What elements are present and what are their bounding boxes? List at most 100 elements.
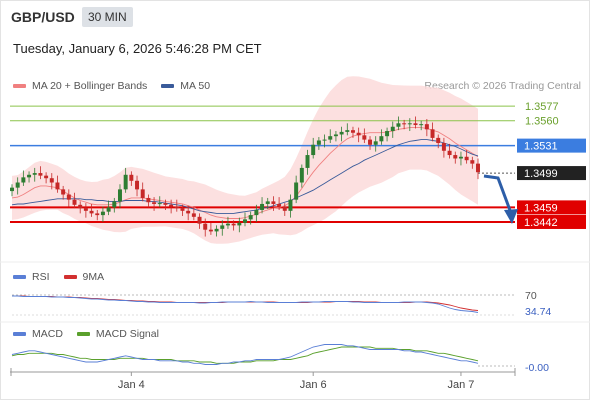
candle-body	[424, 124, 429, 130]
candle-body	[197, 216, 202, 224]
candle-body	[248, 215, 253, 220]
level-label-1.3531: 1.3531	[524, 141, 558, 153]
candle-body	[157, 203, 162, 205]
rsi-ma-swatch	[63, 275, 77, 279]
candle-body	[362, 135, 367, 140]
candle-body	[146, 197, 151, 203]
candle-body	[305, 155, 310, 168]
rsi-last-label: 34.74	[525, 306, 551, 318]
price-legend: MA 20 + Bollinger Bands MA 50	[13, 80, 210, 92]
candle-body	[203, 223, 208, 230]
rsi-ma-legend-label: 9MA	[82, 271, 105, 283]
candle-body	[135, 180, 140, 190]
level-label-1.3560: 1.3560	[525, 116, 559, 128]
forecast-arrowhead	[504, 209, 518, 224]
candle-body	[328, 136, 333, 140]
macd-swatch	[13, 332, 26, 336]
candle-body	[237, 222, 242, 226]
candle-body	[15, 182, 20, 188]
candle-body	[72, 199, 77, 205]
candle-body	[191, 213, 196, 217]
bollinger-band	[12, 76, 478, 244]
candle-body	[368, 139, 373, 145]
macd-signal-swatch	[76, 332, 90, 336]
candle-body	[123, 174, 128, 190]
candle-body	[311, 144, 316, 156]
macd-line	[11, 344, 479, 365]
candle-body	[390, 126, 395, 132]
candle-body	[27, 174, 32, 178]
candle-body	[356, 132, 361, 136]
candle-body	[271, 201, 276, 204]
candle-body	[316, 140, 321, 145]
candle-body	[89, 210, 94, 214]
candle-body	[339, 131, 344, 135]
candle-body	[322, 139, 327, 141]
candle-body	[231, 223, 236, 226]
candle-body	[100, 211, 105, 216]
datetime-label: Tuesday, January 6, 2026 5:46:28 PM CET	[13, 41, 262, 56]
candle-body	[413, 123, 418, 126]
candle-body	[112, 201, 117, 208]
candle-body	[169, 204, 174, 207]
level-label-1.3499: 1.3499	[524, 168, 558, 180]
x-tick-label: Jan 4	[118, 379, 145, 391]
macd-last-label: -0.00	[525, 362, 549, 374]
candle-body	[464, 156, 469, 161]
ma20-legend-label: MA 20 + Bollinger Bands	[32, 80, 148, 92]
candle-body	[106, 207, 111, 212]
candle-body	[152, 202, 157, 204]
candle-body	[441, 143, 446, 151]
candle-body	[265, 201, 270, 204]
candle-body	[447, 150, 452, 156]
candle-body	[282, 206, 287, 211]
candle-body	[140, 189, 145, 198]
candle-body	[294, 182, 299, 200]
level-label-1.3459: 1.3459	[524, 202, 558, 214]
candle-body	[174, 206, 179, 209]
candle-body	[129, 174, 134, 181]
ma20-swatch	[13, 84, 26, 88]
candle-body	[350, 130, 355, 133]
ma50-legend-label: MA 50	[180, 80, 211, 92]
candle-body	[186, 210, 191, 214]
candle-body	[373, 141, 378, 145]
candle-body	[277, 203, 282, 207]
candle-body	[83, 208, 88, 211]
macd-signal-legend-label: MACD Signal	[95, 328, 159, 340]
rsi-level-label: 70	[525, 290, 537, 302]
candle-body	[396, 123, 401, 127]
last-price-tag	[517, 166, 586, 181]
candle-body	[402, 123, 407, 125]
ma50-line	[11, 139, 479, 214]
candle-body	[214, 228, 219, 232]
forecast-arrow	[483, 174, 513, 214]
candles	[10, 116, 480, 237]
rsi-legend-label: RSI	[32, 271, 50, 283]
candle-body	[117, 189, 122, 202]
macd-legend: MACD MACD Signal	[13, 328, 159, 340]
candle-body	[407, 123, 412, 125]
candle-body	[470, 160, 475, 164]
candle-body	[436, 137, 441, 144]
ma50-swatch	[161, 84, 175, 88]
candle-body	[61, 189, 66, 195]
candle-body	[208, 229, 213, 232]
candle-body	[243, 219, 247, 223]
candle-body	[476, 163, 480, 173]
level-label-1.3577: 1.3577	[525, 101, 559, 113]
x-tick-label: Jan 6	[300, 379, 327, 391]
candle-body	[163, 203, 168, 205]
candle-body	[345, 130, 350, 132]
candle-body	[49, 178, 54, 183]
candle-body	[225, 223, 230, 226]
candle-body	[21, 177, 26, 183]
level-tag-1.3531	[517, 138, 586, 153]
candle-body	[180, 208, 185, 211]
candle-body	[55, 182, 60, 190]
candle-body	[220, 225, 225, 229]
macd-legend-label: MACD	[32, 328, 63, 340]
timeframe-badge[interactable]: 30 MIN	[82, 7, 133, 27]
candle-body	[254, 209, 259, 216]
